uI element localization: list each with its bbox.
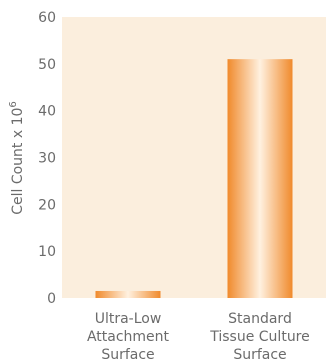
y-axis-label: Cell Count x 106 (8, 101, 26, 215)
bar (227, 59, 293, 299)
y-tick-label: 30 (38, 151, 56, 167)
y-tick-label: 60 (38, 10, 56, 26)
x-category-label-line: Standard (228, 311, 292, 327)
y-tick-label: 0 (47, 291, 56, 307)
x-category-label-line: Surface (233, 347, 286, 363)
x-axis-categories: Ultra-Low Attachment Surface Standard Tissue… (87, 311, 310, 363)
x-category-label-line: Tissue Culture (209, 329, 310, 345)
x-category-label-line: Attachment (87, 329, 170, 345)
x-category-label: Standard Tissue Culture Surface (209, 311, 310, 363)
x-category-label-line: Ultra-Low (95, 311, 162, 327)
bars (95, 59, 293, 299)
x-category-label: Ultra-Low Attachment Surface (87, 311, 170, 363)
y-tick-label: 10 (38, 244, 56, 260)
bar (95, 290, 161, 298)
x-category-label-line: Surface (101, 347, 154, 363)
y-axis-label-superscript: 6 (8, 101, 19, 107)
y-tick-label: 40 (38, 104, 56, 120)
y-tick-label: 50 (38, 57, 56, 73)
y-axis-ticks: 0 10 20 30 40 50 60 (38, 10, 56, 307)
y-tick-label: 20 (38, 197, 56, 213)
